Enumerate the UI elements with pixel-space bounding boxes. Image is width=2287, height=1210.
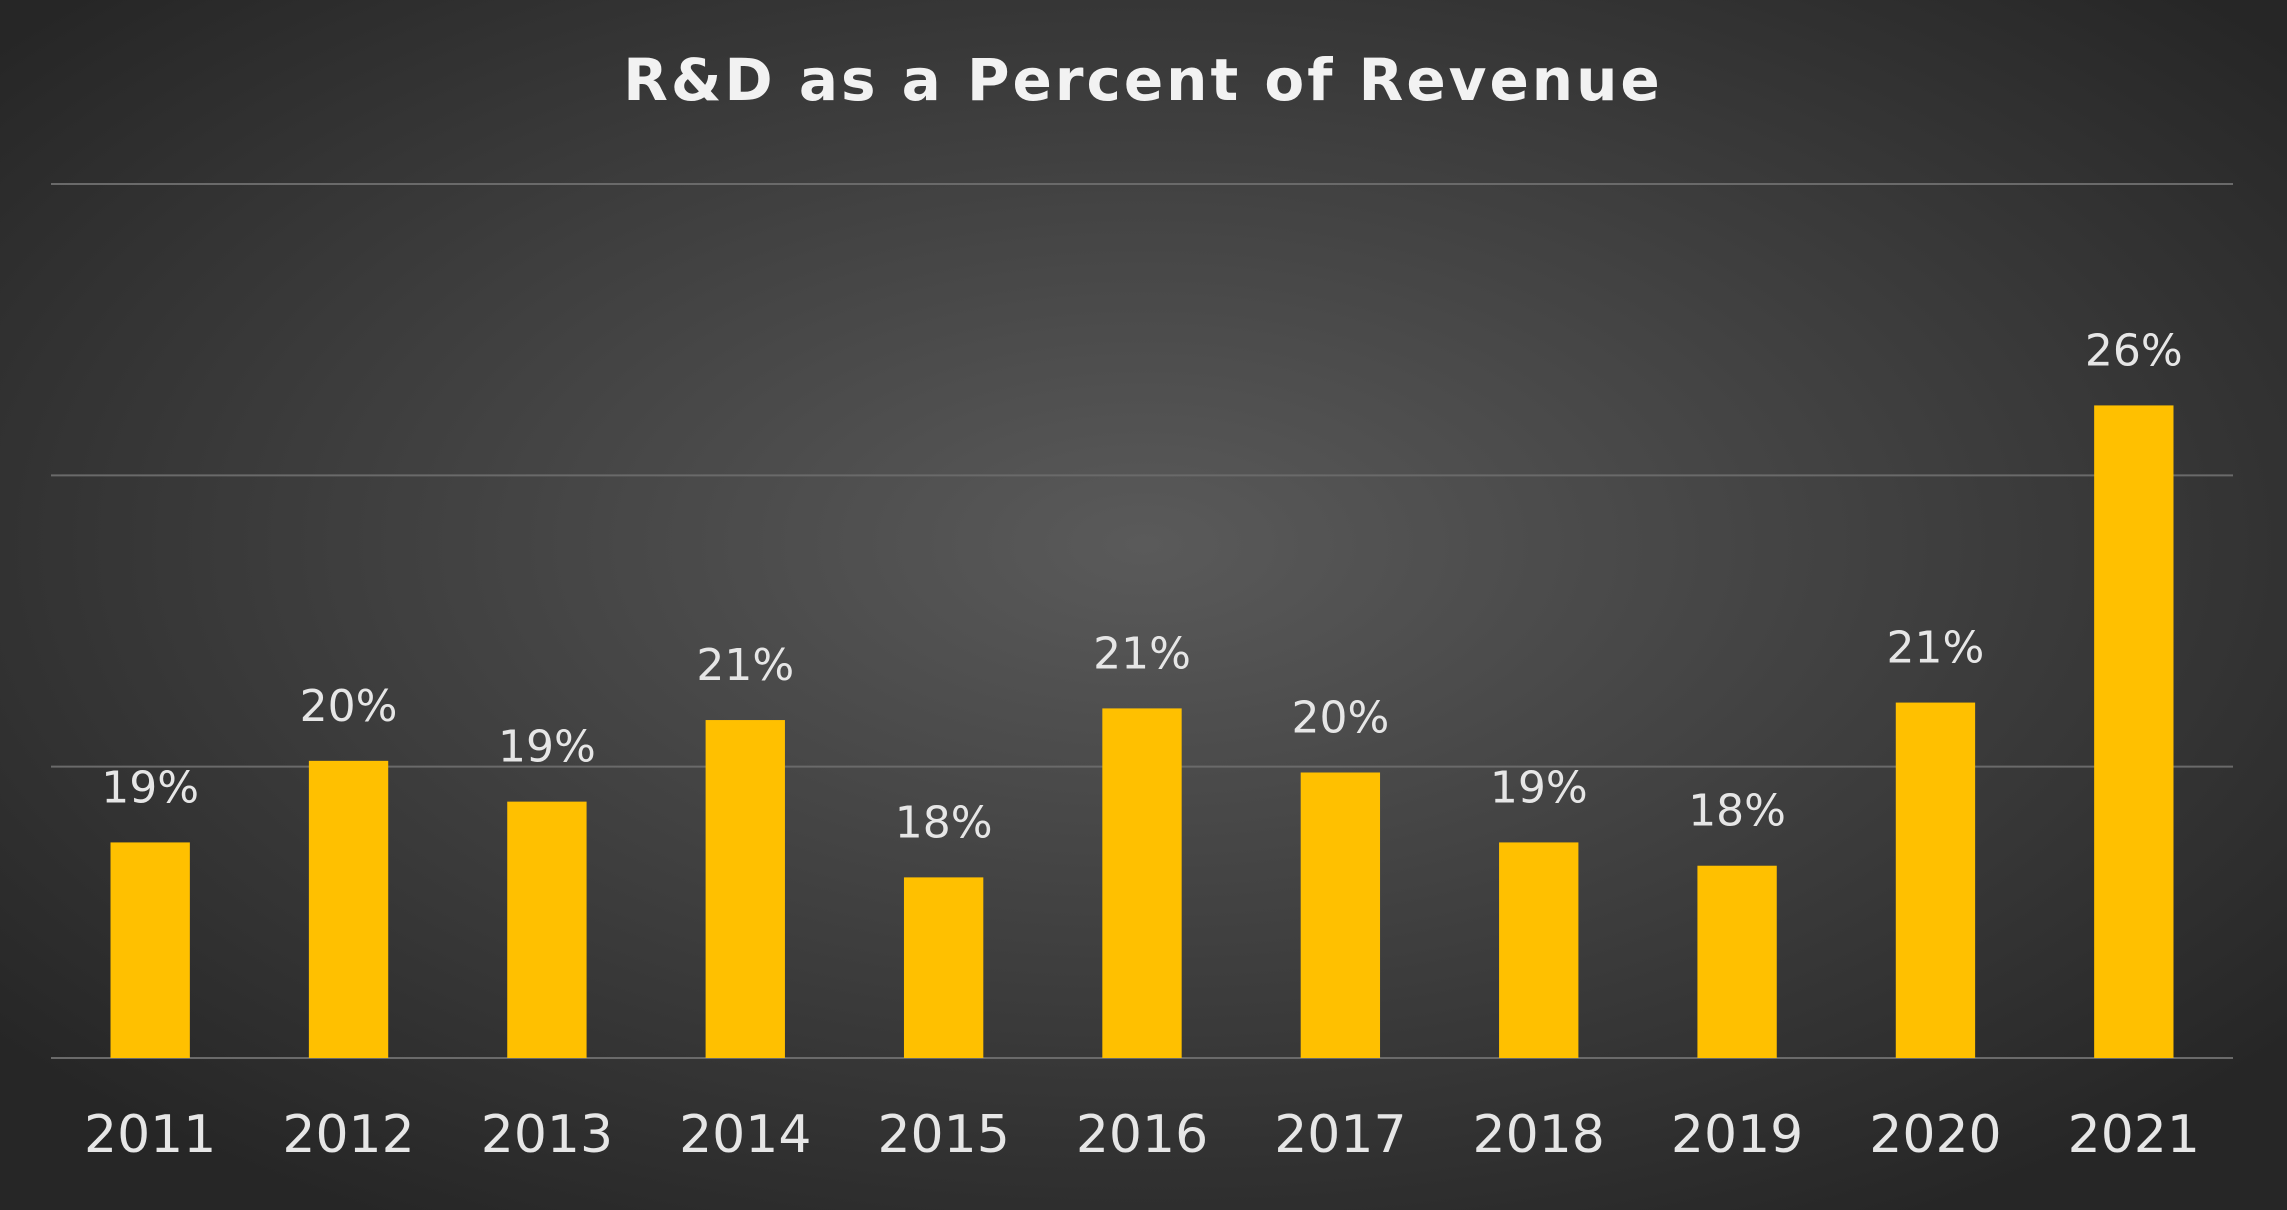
bar	[1499, 842, 1579, 1058]
bar	[1102, 708, 1182, 1058]
value-label: 20%	[300, 681, 398, 732]
x-tick-label: 2012	[282, 1105, 414, 1165]
value-label: 18%	[895, 797, 993, 848]
bar	[507, 801, 587, 1058]
bar	[903, 877, 984, 1058]
x-tick-label: 2019	[1671, 1105, 1803, 1165]
x-tick-label: 2013	[481, 1105, 613, 1165]
x-tick-label: 2015	[877, 1105, 1009, 1165]
value-label: 19%	[1490, 762, 1588, 813]
value-label: 18%	[1688, 786, 1786, 837]
x-tick-label: 2016	[1076, 1105, 1208, 1165]
x-tick-label: 2018	[1473, 1105, 1605, 1165]
x-tick-label: 2020	[1869, 1105, 2001, 1165]
value-label: 19%	[498, 722, 596, 773]
bar	[1300, 772, 1381, 1058]
value-label: 21%	[1887, 623, 1985, 674]
bar	[705, 720, 785, 1058]
bar	[110, 842, 190, 1058]
bar	[1697, 865, 1777, 1058]
chart-title: R&D as a Percent of Revenue	[623, 46, 1662, 114]
bar	[1895, 702, 1976, 1058]
value-label: 26%	[2085, 325, 2183, 376]
value-label: 19%	[101, 762, 199, 813]
bar	[2094, 405, 2174, 1058]
x-tick-label: 2017	[1274, 1105, 1406, 1165]
value-label: 21%	[1093, 628, 1191, 679]
value-label: 20%	[1291, 692, 1389, 743]
x-tick-label: 2014	[679, 1105, 811, 1165]
value-label: 21%	[696, 640, 794, 691]
x-tick-label: 2011	[84, 1105, 216, 1165]
bar	[308, 760, 389, 1058]
x-tick-label: 2021	[2068, 1105, 2200, 1165]
